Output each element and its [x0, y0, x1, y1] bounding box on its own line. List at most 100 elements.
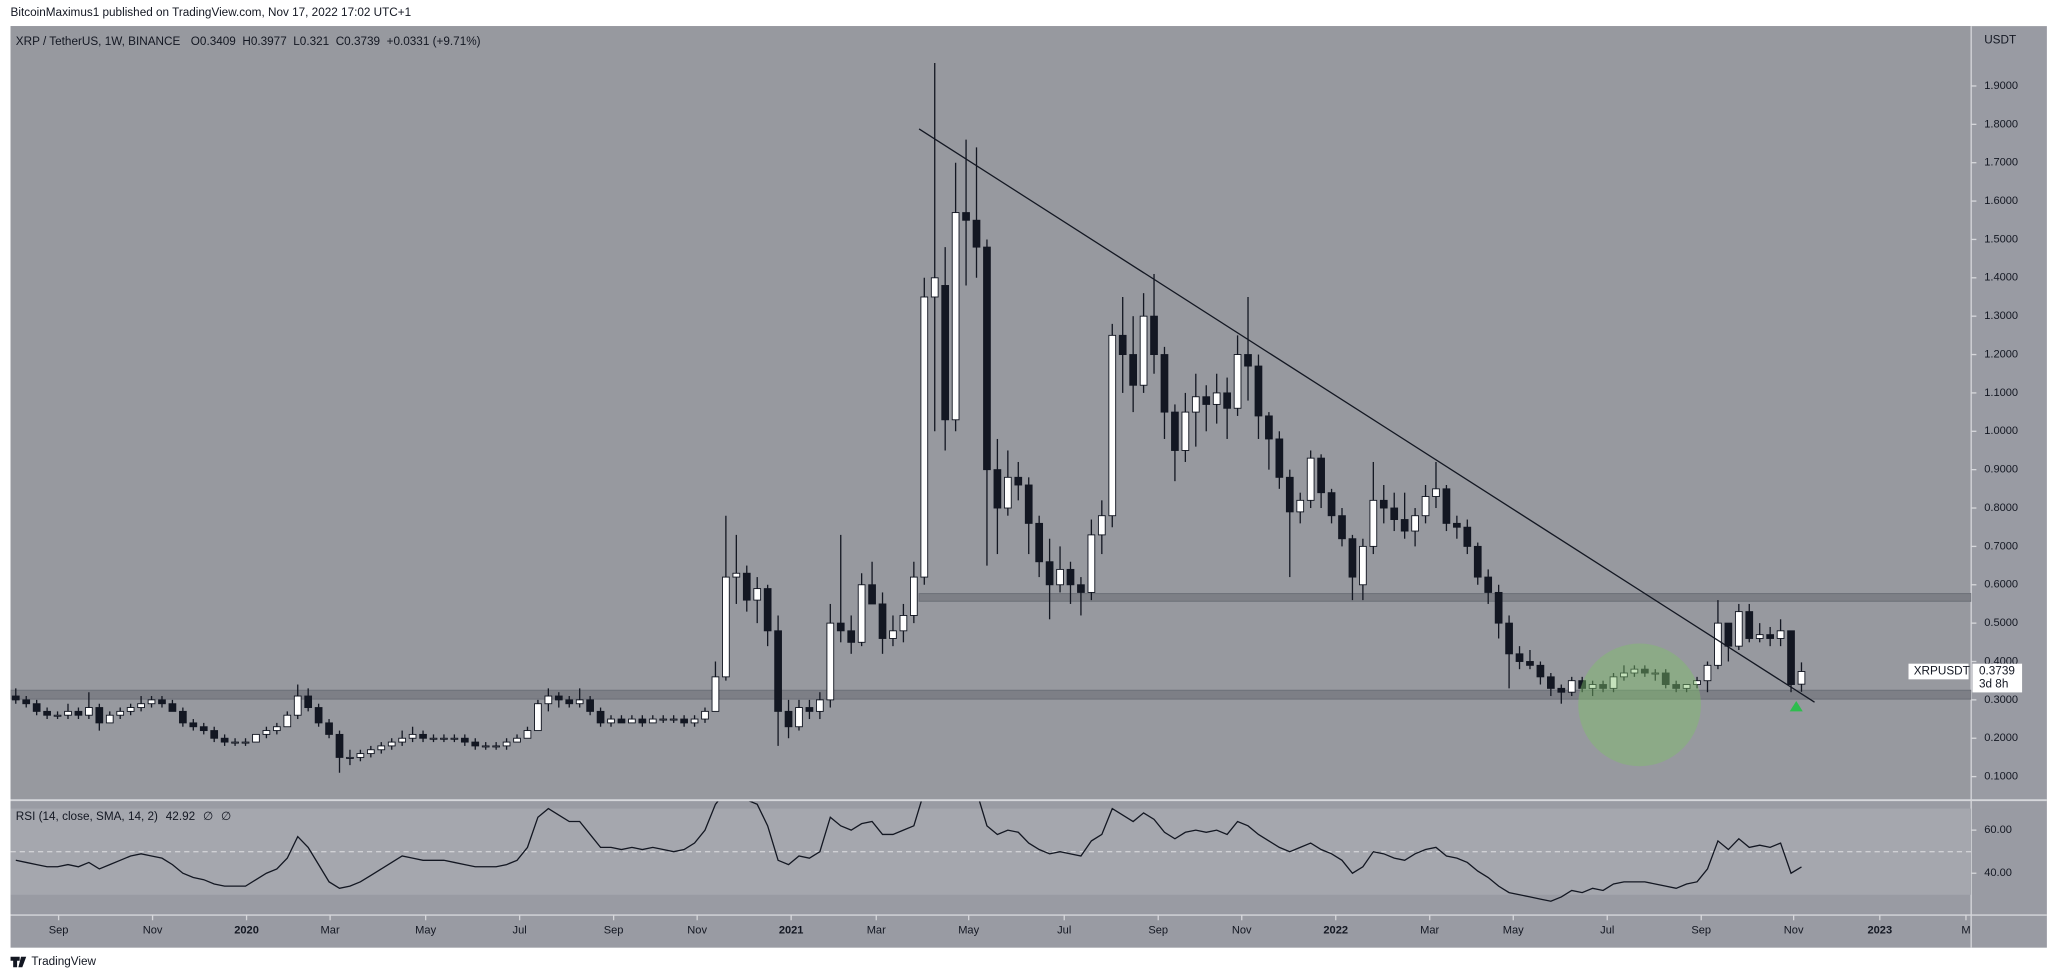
- x-tick-label: 2023: [1867, 925, 1892, 937]
- candle-body: [659, 718, 668, 721]
- candle-body: [1797, 671, 1806, 685]
- candle-body: [440, 737, 448, 740]
- candle-body: [158, 699, 166, 705]
- candle-body: [534, 703, 542, 732]
- axes: 0.10000.20000.30000.40000.50000.60000.70…: [49, 80, 2018, 937]
- candle-body: [763, 588, 772, 632]
- x-tick-label: Mar: [1420, 925, 1439, 937]
- candle-body: [1056, 568, 1064, 586]
- candle-body: [105, 714, 114, 724]
- candle-body: [262, 730, 271, 735]
- trendline: [918, 128, 1815, 703]
- candle-body: [1787, 630, 1795, 685]
- ohlc-label: L: [293, 35, 300, 48]
- y-tick-label: 1.3000: [1984, 310, 2018, 322]
- candle-body: [1097, 515, 1106, 536]
- candle-body: [32, 703, 41, 712]
- x-tick-label: 2020: [234, 925, 259, 937]
- candle-body: [1191, 396, 1200, 413]
- candle-body: [147, 699, 156, 705]
- ohlc-label: O: [191, 35, 200, 48]
- y-tick-label: 1.6000: [1984, 195, 2018, 207]
- candle-body: [1244, 354, 1252, 367]
- candle-body: [1066, 568, 1075, 586]
- price-zone: [918, 593, 1972, 602]
- candle-body: [1578, 680, 1587, 689]
- candle-body: [1035, 522, 1044, 563]
- candle-body: [1129, 354, 1137, 386]
- publish-header: BitcoinMaximus1 published on TradingView…: [11, 6, 412, 19]
- candle-body: [137, 703, 145, 709]
- x-tick-label: 2022: [1323, 925, 1348, 937]
- tradingview-logo: TradingView: [10, 955, 97, 968]
- price-tag-bg: [1972, 663, 2023, 693]
- candle-body: [742, 572, 751, 601]
- candle-body: [1317, 457, 1325, 494]
- candle-body: [972, 219, 981, 248]
- candle-body: [680, 718, 688, 724]
- candle-body: [1306, 457, 1315, 501]
- candle-body: [1724, 622, 1733, 647]
- y-tick-label: 1.0000: [1984, 425, 2018, 437]
- highlight-circle: [1578, 643, 1701, 767]
- candle-body: [857, 584, 866, 643]
- candle-body: [85, 707, 93, 716]
- candle-body: [784, 710, 793, 728]
- candle-body: [1442, 488, 1451, 524]
- candle-body: [1609, 676, 1618, 689]
- candle-body: [471, 741, 480, 747]
- candle-body: [1265, 415, 1273, 440]
- candle-body: [304, 695, 313, 709]
- candle-body: [722, 576, 730, 678]
- candle-body: [868, 584, 876, 605]
- x-tick-label: Jul: [1600, 925, 1614, 937]
- x-tick-label: Jul: [1057, 925, 1071, 937]
- candle-body: [1233, 354, 1242, 409]
- candle-body: [356, 753, 365, 758]
- candle-body: [1734, 611, 1743, 647]
- candle-body: [241, 741, 250, 744]
- candle-body: [1505, 622, 1513, 655]
- candle-body: [1348, 538, 1357, 578]
- rsi-na: ∅: [221, 810, 231, 823]
- candle-body: [1108, 334, 1117, 517]
- candle-body: [492, 745, 500, 748]
- rsi-plot: [10, 801, 1972, 902]
- candle-body: [43, 710, 51, 716]
- candle-body: [64, 710, 72, 716]
- green-arrow: [1789, 700, 1803, 712]
- candle-body: [1703, 664, 1712, 682]
- candle-body: [1682, 684, 1691, 689]
- candle-body: [711, 676, 720, 712]
- candle-body: [1432, 488, 1440, 497]
- candle-body: [1359, 545, 1367, 586]
- candle-body: [962, 212, 970, 221]
- ohlc-value: 0.3739: [344, 35, 380, 48]
- candle-body: [1296, 499, 1305, 513]
- candle-body: [1087, 534, 1096, 593]
- candle-body: [210, 730, 219, 739]
- x-tick-label: 2021: [779, 925, 804, 937]
- candle-body: [199, 726, 208, 732]
- candle-body: [1640, 668, 1649, 674]
- candle-body: [53, 714, 62, 717]
- candle-body: [1139, 315, 1148, 386]
- candle-body: [346, 756, 354, 759]
- candle-body: [1745, 611, 1754, 639]
- candle-body: [502, 741, 511, 747]
- candle-body: [628, 718, 636, 724]
- candle-body: [272, 726, 281, 732]
- candle-body: [575, 699, 584, 705]
- candle-body: [1379, 499, 1388, 509]
- candle-body: [1714, 622, 1722, 666]
- candle-body: [889, 630, 897, 639]
- candle-body: [1160, 354, 1169, 413]
- y-tick-label: 1.1000: [1984, 387, 2018, 399]
- candle-body: [1766, 634, 1775, 639]
- candle-body: [11, 695, 20, 701]
- candle-body: [1223, 392, 1231, 409]
- candle-body: [554, 695, 563, 701]
- candle-body: [690, 718, 699, 724]
